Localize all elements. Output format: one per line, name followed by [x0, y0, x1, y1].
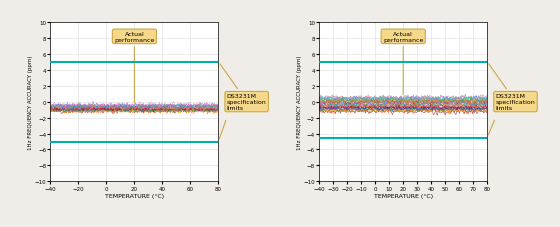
Text: DS3231M
specification
limits: DS3231M specification limits: [220, 65, 267, 110]
X-axis label: TEMPERATURE (°C): TEMPERATURE (°C): [374, 193, 433, 198]
Y-axis label: 1Hz FREQUENCY ACCURACY (ppm): 1Hz FREQUENCY ACCURACY (ppm): [297, 55, 302, 149]
Y-axis label: 1Hz FREQUENCY ACCURACY (ppm): 1Hz FREQUENCY ACCURACY (ppm): [28, 55, 33, 149]
Text: Actual
performance: Actual performance: [383, 32, 423, 95]
X-axis label: TEMPERATURE (°C): TEMPERATURE (°C): [105, 193, 164, 198]
Text: DS3231M
specification
limits: DS3231M specification limits: [489, 65, 535, 110]
Text: Actual
performance: Actual performance: [114, 32, 155, 103]
